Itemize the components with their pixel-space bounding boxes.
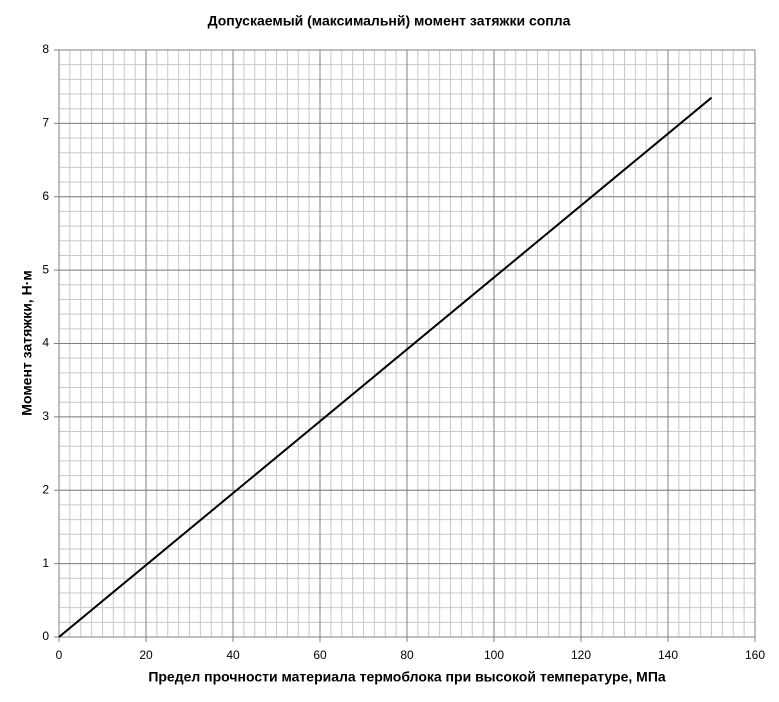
x-tick-label: 0: [56, 648, 63, 662]
x-tick-label: 40: [226, 648, 240, 662]
y-tick-label: 5: [42, 262, 49, 276]
y-tick-label: 0: [42, 629, 49, 643]
x-tick-label: 20: [139, 648, 153, 662]
y-axis-label: Момент затяжки, Н·м: [19, 270, 35, 415]
y-tick-label: 3: [42, 409, 49, 423]
x-tick-label: 100: [484, 648, 504, 662]
y-tick-label: 8: [42, 42, 49, 56]
chart-title: Допускаемый (максимальнй) момент затяжки…: [208, 13, 571, 29]
x-tick-label: 60: [313, 648, 327, 662]
x-tick-label: 120: [571, 648, 591, 662]
x-tick-label: 140: [658, 648, 678, 662]
x-tick-label: 80: [400, 648, 414, 662]
y-tick-label: 4: [42, 336, 49, 350]
x-tick-label: 160: [745, 648, 765, 662]
y-tick-label: 7: [42, 116, 49, 130]
plot-border: [58, 49, 756, 638]
data-line: [58, 96, 713, 638]
y-tick-label: 1: [42, 556, 49, 570]
x-axis-label: Предел прочности материала термоблока пр…: [148, 669, 666, 685]
y-tick-label: 6: [42, 189, 49, 203]
y-tick-label: 2: [42, 482, 49, 496]
